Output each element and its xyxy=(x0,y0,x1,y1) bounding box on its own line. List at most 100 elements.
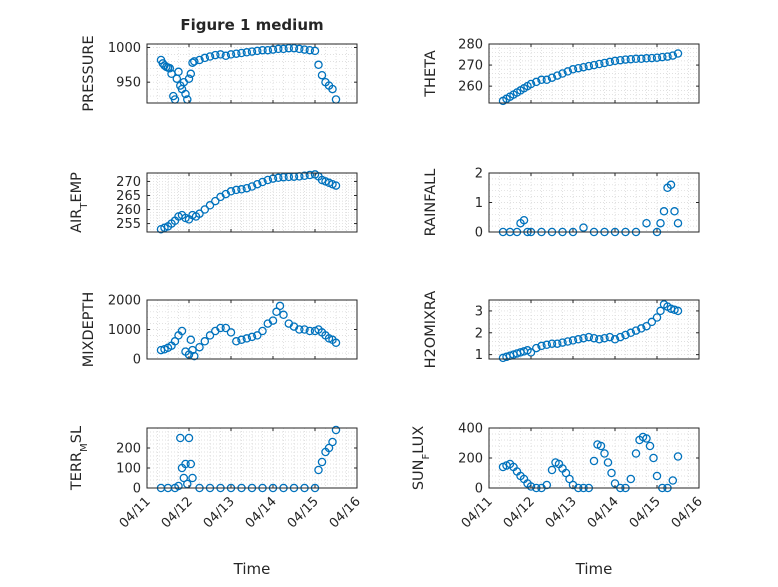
data-point xyxy=(631,449,641,458)
y-tick-label: 1000 xyxy=(108,41,141,56)
data-point xyxy=(211,50,220,60)
y-axis-label-7: TERRMSL xyxy=(69,426,90,491)
y-tick-label: 0 xyxy=(133,482,141,497)
y-tick-label: 260 xyxy=(116,203,141,218)
data-point xyxy=(186,459,196,469)
data-point xyxy=(519,215,529,225)
data-point xyxy=(647,53,657,63)
data-point xyxy=(263,175,273,185)
data-point xyxy=(600,449,609,458)
data-point xyxy=(656,218,665,228)
y-tick-label: 270 xyxy=(116,175,141,190)
data-point xyxy=(195,342,204,352)
data-point xyxy=(232,337,241,346)
y-tick-label: 2 xyxy=(475,326,483,341)
data-point xyxy=(237,185,246,194)
subplot-5: 0 1000 2000 MIXDEPTH xyxy=(81,292,358,368)
axes-box xyxy=(488,43,700,104)
data-point xyxy=(331,425,341,435)
data-point xyxy=(190,351,199,361)
data-point xyxy=(279,310,288,320)
data-point xyxy=(659,207,669,216)
y-tick-label: 260 xyxy=(458,80,483,95)
data-point xyxy=(537,341,546,351)
data-point xyxy=(532,343,541,353)
data-point xyxy=(317,70,327,80)
data-point xyxy=(607,468,616,478)
data-point xyxy=(673,452,683,461)
data-point xyxy=(652,313,662,322)
data-point xyxy=(279,44,288,54)
data-point xyxy=(205,331,215,340)
y-tick-label: 0 xyxy=(133,353,141,368)
data-point xyxy=(670,305,679,315)
subplot-2: 260 270 280 THETA xyxy=(423,38,700,106)
data-point xyxy=(589,333,599,343)
data-point xyxy=(584,332,594,342)
data-point xyxy=(205,52,215,61)
y-tick-label: 0 xyxy=(475,226,483,241)
data-point xyxy=(563,67,573,76)
data-point xyxy=(589,456,599,466)
data-point xyxy=(542,480,552,490)
y-tick-label: 0 xyxy=(475,482,483,497)
data-point xyxy=(184,74,194,83)
data-point xyxy=(605,57,615,67)
data-point xyxy=(242,334,252,343)
data-point xyxy=(579,223,588,232)
data-point xyxy=(603,458,613,467)
data-point xyxy=(263,45,273,55)
data-point xyxy=(553,71,562,80)
data-point xyxy=(253,179,262,189)
data-point xyxy=(631,326,641,335)
data-point xyxy=(216,50,225,59)
data-point xyxy=(631,54,641,64)
data-point xyxy=(284,43,294,53)
data-point xyxy=(258,326,267,336)
data-point xyxy=(626,328,636,338)
data-point xyxy=(305,170,315,180)
data-point xyxy=(547,339,557,348)
data-point xyxy=(253,331,262,340)
data-point xyxy=(616,55,625,65)
data-point xyxy=(668,476,678,485)
data-point xyxy=(626,474,636,484)
data-point xyxy=(274,44,283,54)
y-axis-label-2: THETA xyxy=(423,50,439,98)
data-point xyxy=(253,46,262,56)
data-point xyxy=(300,325,309,334)
data-point xyxy=(595,335,604,344)
subplot-1: 950 1000 PRESSURE xyxy=(81,35,358,112)
y-tick-label: 2000 xyxy=(108,294,141,309)
data-point xyxy=(300,171,309,181)
data-point xyxy=(211,196,220,206)
data-point xyxy=(621,55,630,64)
data-point xyxy=(226,328,236,337)
data-point xyxy=(195,55,204,65)
data-point xyxy=(563,337,573,346)
data-point xyxy=(589,60,599,70)
data-point xyxy=(621,330,630,340)
data-point xyxy=(542,75,552,85)
data-point xyxy=(289,43,299,53)
data-point xyxy=(331,181,341,190)
data-point xyxy=(596,441,606,451)
data-point xyxy=(274,173,283,183)
y-axis-label-6: H2OMIXRA xyxy=(423,291,439,369)
y-tick-label: 950 xyxy=(116,76,141,91)
data-point xyxy=(670,207,679,216)
data-point xyxy=(605,332,615,342)
data-point xyxy=(314,60,323,70)
data-point xyxy=(610,56,620,66)
data-point xyxy=(247,47,257,56)
y-tick-label: 1 xyxy=(475,348,483,363)
axes-box xyxy=(146,427,358,489)
data-point xyxy=(637,54,646,64)
data-point xyxy=(579,62,588,72)
data-point xyxy=(176,433,185,443)
data-point xyxy=(558,69,567,78)
data-point xyxy=(295,44,304,54)
data-point xyxy=(328,84,337,94)
data-point xyxy=(547,465,557,475)
